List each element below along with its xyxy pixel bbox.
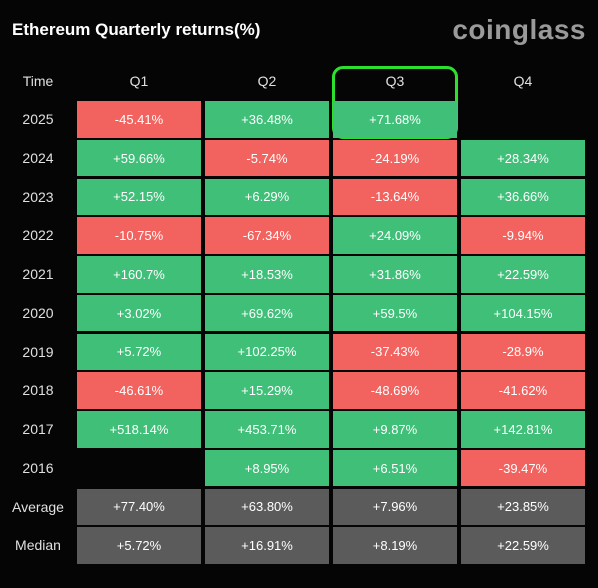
return-cell: +9.87%	[333, 411, 457, 448]
return-cell: +6.51%	[333, 449, 457, 487]
return-cell: +59.5%	[333, 294, 457, 332]
year-label: 2025	[22, 111, 54, 127]
column-header: Q3	[385, 73, 405, 89]
return-cell: +518.14%	[77, 411, 201, 448]
summary-cell: +23.85%	[461, 488, 585, 525]
year-label: 2023	[22, 188, 54, 205]
return-cell: +71.68%	[333, 101, 457, 138]
return-cell: +3.02%	[77, 294, 201, 332]
return-cell: +24.09%	[333, 217, 457, 254]
return-cell: +28.34%	[461, 139, 585, 177]
return-cell: +59.66%	[77, 139, 201, 177]
return-cell: +102.25%	[205, 333, 329, 370]
return-cell: -46.61%	[77, 372, 201, 409]
summary-cell: +63.80%	[205, 488, 329, 525]
column-header: Q2	[257, 73, 277, 89]
column-header: Time	[22, 73, 54, 89]
return-cell: +31.86%	[333, 256, 457, 293]
summary-label: Average	[12, 498, 64, 515]
year-label: 2021	[22, 266, 54, 282]
return-cell: +453.71%	[205, 411, 329, 448]
return-cell: +104.15%	[461, 294, 585, 332]
year-label: 2020	[22, 304, 54, 321]
year-label: 2024	[22, 149, 54, 166]
return-cell: +69.62%	[205, 294, 329, 332]
return-cell: -24.19%	[333, 139, 457, 177]
return-cell: +18.53%	[205, 256, 329, 293]
summary-cell: +77.40%	[77, 488, 201, 525]
brand-logo: coinglass	[452, 14, 586, 45]
year-label: 2022	[22, 227, 54, 244]
summary-cell: +8.19%	[333, 527, 457, 564]
summary-cell: +22.59%	[461, 527, 585, 564]
year-label: 2018	[22, 382, 54, 399]
return-cell: -28.9%	[461, 333, 585, 370]
return-cell: -39.47%	[461, 449, 585, 487]
return-cell: +36.66%	[461, 178, 585, 215]
return-cell: +52.15%	[77, 178, 201, 215]
return-cell: -41.62%	[461, 372, 585, 409]
summary-cell: +7.96%	[333, 488, 457, 525]
return-cell: +15.29%	[205, 372, 329, 409]
year-label: 2019	[22, 343, 54, 360]
return-cell: +8.95%	[205, 449, 329, 487]
return-cell: +160.7%	[77, 256, 201, 293]
return-cell: +22.59%	[461, 256, 585, 293]
summary-cell: +5.72%	[77, 527, 201, 564]
return-cell: -5.74%	[205, 139, 329, 177]
return-cell: -67.34%	[205, 217, 329, 254]
summary-cell: +16.91%	[205, 527, 329, 564]
column-header: Q4	[513, 73, 533, 89]
column-header: Q1	[129, 73, 149, 89]
return-cell: -10.75%	[77, 217, 201, 254]
return-cell: -13.64%	[333, 178, 457, 215]
return-cell: -45.41%	[77, 101, 201, 138]
title: Ethereum Quarterly returns(%)	[12, 20, 261, 39]
year-label: 2016	[22, 459, 54, 476]
return-cell: +6.29%	[205, 178, 329, 215]
return-cell: +36.48%	[205, 101, 329, 138]
return-cell: +142.81%	[461, 411, 585, 448]
year-label: 2017	[22, 421, 54, 437]
return-cell: -48.69%	[333, 372, 457, 409]
return-cell: +5.72%	[77, 333, 201, 370]
return-cell: -37.43%	[333, 333, 457, 370]
return-cell: -9.94%	[461, 217, 585, 254]
summary-label: Median	[15, 537, 61, 554]
